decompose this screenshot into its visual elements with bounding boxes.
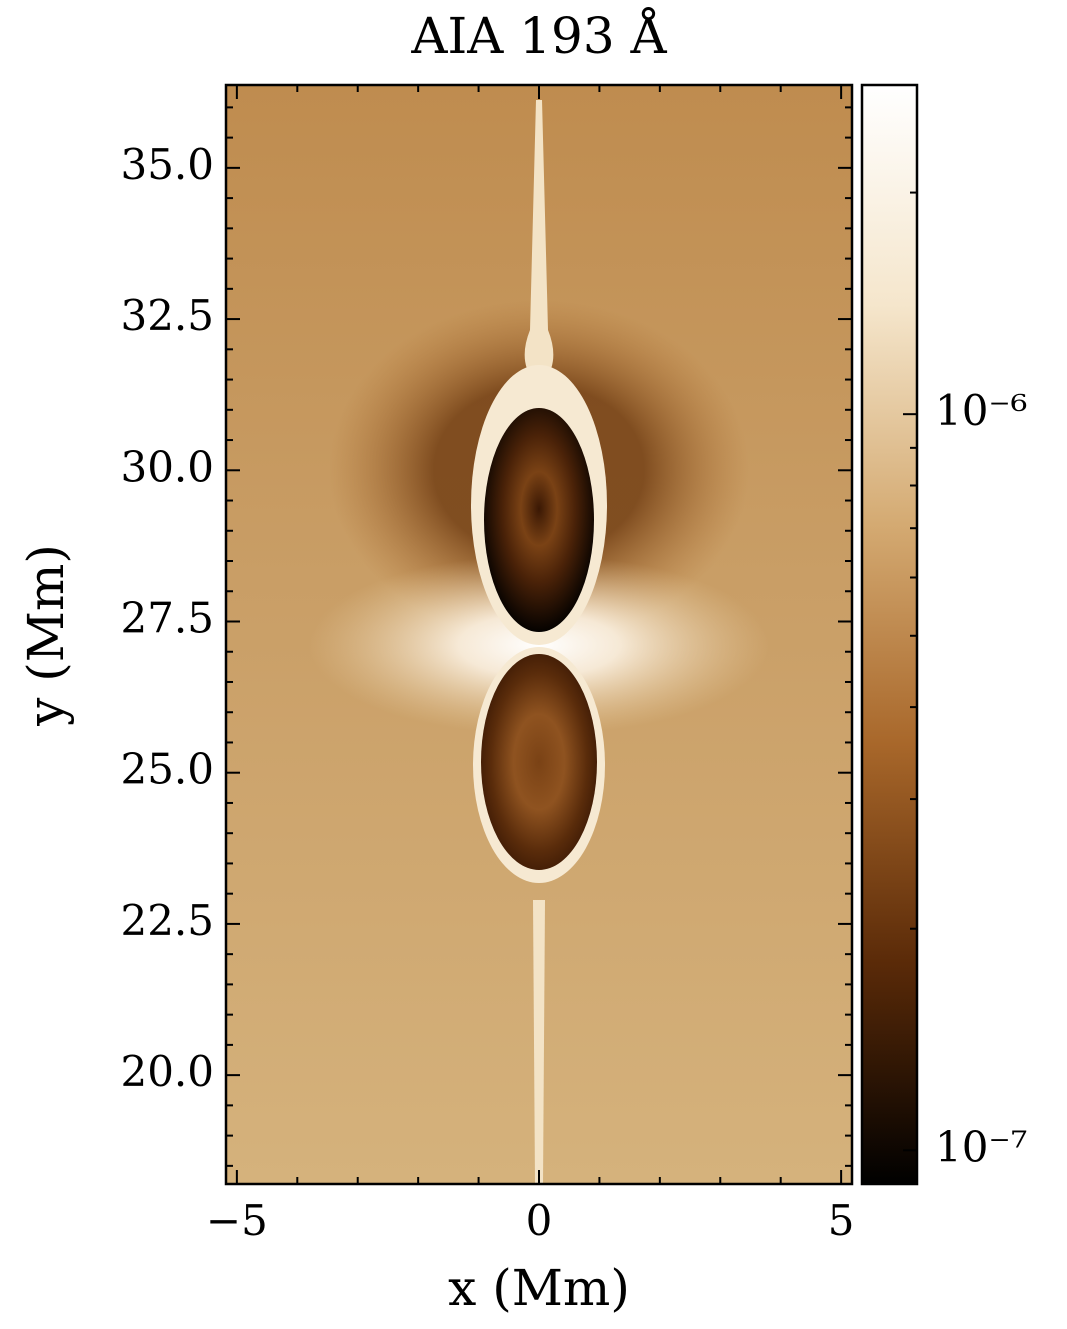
x-axis-label: x (Mm) [448, 1259, 630, 1317]
colorbar-tick-label: 10⁻⁷ [935, 1122, 1027, 1171]
y-axis-label: y (Mm) [17, 544, 75, 727]
y-tick-label: 20.0 [120, 1047, 214, 1096]
y-tick-label: 22.5 [120, 896, 214, 945]
y-tick-label: 30.0 [120, 442, 214, 491]
y-tick-label: 32.5 [120, 291, 214, 340]
colorbar [860, 83, 919, 1186]
colorbar-tick-label: 10⁻⁶ [935, 386, 1027, 435]
y-tick-label: 35.0 [120, 140, 214, 189]
y-tick-label: 27.5 [120, 593, 214, 642]
x-tick-label: −5 [206, 1196, 268, 1245]
x-tick-label: 0 [526, 1196, 553, 1245]
x-tick-label: 5 [828, 1196, 855, 1245]
y-tick-label: 25.0 [120, 745, 214, 794]
image-approximation [226, 85, 852, 1184]
chart-title: AIA 193 Å [410, 6, 667, 65]
